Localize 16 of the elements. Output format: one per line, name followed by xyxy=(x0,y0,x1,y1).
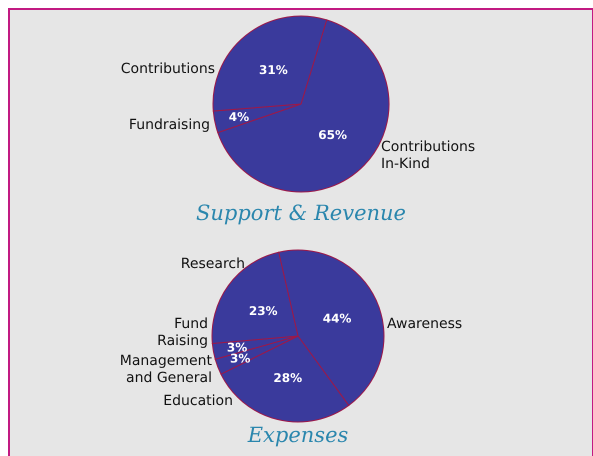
slice-label: Fund Raising xyxy=(157,316,208,349)
slice-label: Contributions In-Kind xyxy=(381,138,476,172)
slice-label: Management and General xyxy=(120,352,212,386)
data-label: 23% xyxy=(248,304,278,318)
slice-label: Contributions xyxy=(120,60,215,77)
slice-label: Fundraising xyxy=(128,116,210,133)
slice-label: Research xyxy=(180,256,245,272)
data-label: 44% xyxy=(322,311,352,326)
data-label: 65% xyxy=(318,128,348,142)
slice-label: Awareness xyxy=(387,316,462,332)
text: Expenses xyxy=(246,423,348,447)
data-label: 4% xyxy=(228,110,250,124)
data-label: 31% xyxy=(259,62,288,77)
slice-label: Education xyxy=(163,392,233,409)
data-label: 28% xyxy=(273,370,302,385)
text: Support & Revenue xyxy=(196,201,406,225)
